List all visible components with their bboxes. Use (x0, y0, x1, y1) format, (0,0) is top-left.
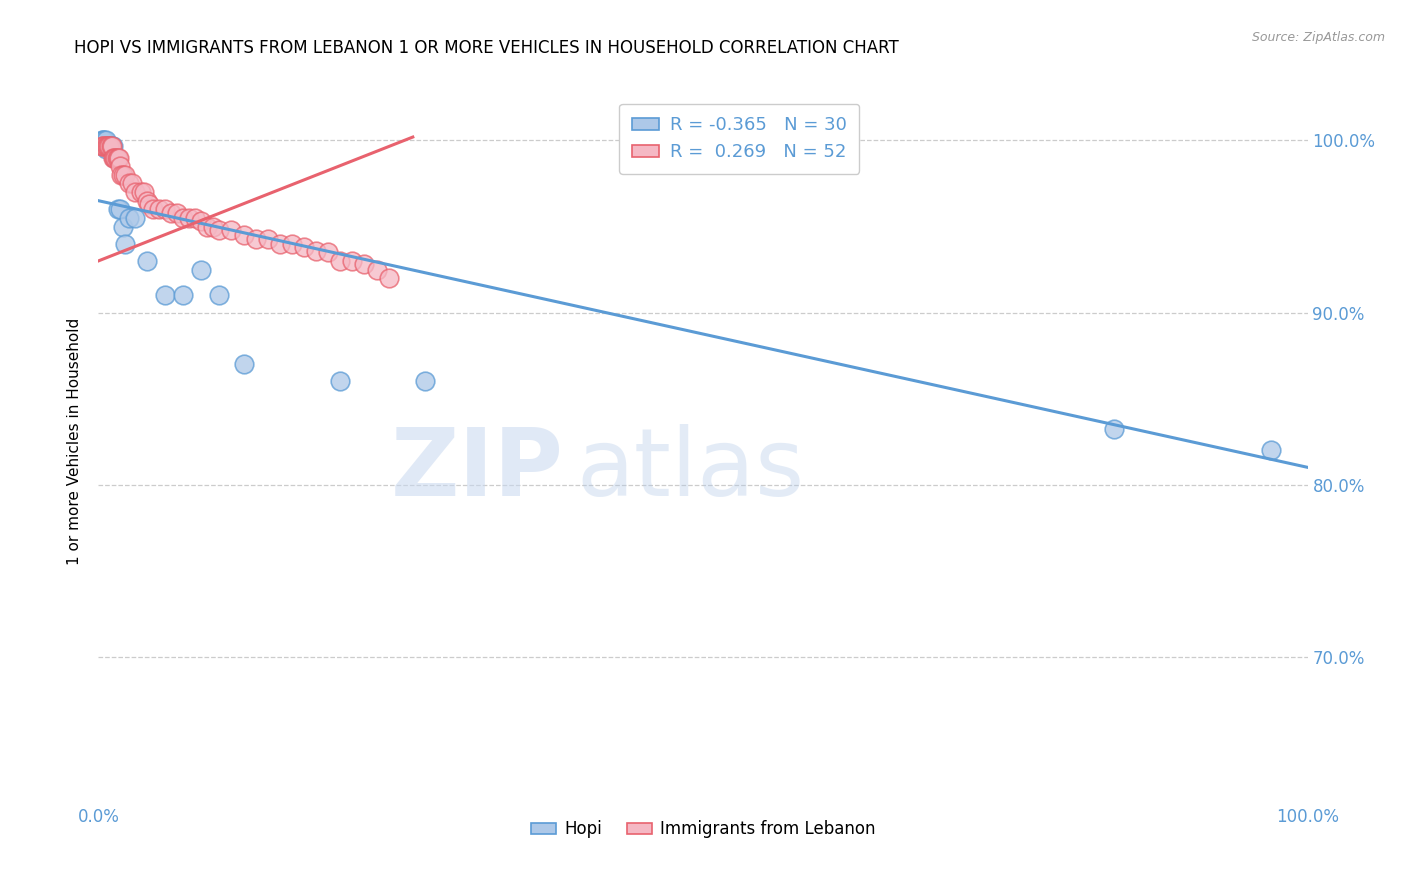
Point (208, 223, 231, 237)
Point (105, 151, 128, 165)
Point (232, 357, 254, 371)
Point (118, 177, 141, 191)
Point (91, 133, 114, 147)
Point (114, 236, 136, 251)
Point (202, 219, 225, 234)
Point (190, 214, 212, 228)
Point (135, 253, 157, 268)
Point (160, 206, 183, 220)
Point (153, 288, 176, 302)
Y-axis label: 1 or more Vehicles in Household: 1 or more Vehicles in Household (67, 318, 83, 566)
Point (91, 138, 114, 153)
Point (107, 151, 129, 165)
Point (208, 288, 231, 302)
Point (124, 185, 146, 199)
Point (245, 231, 267, 245)
Point (172, 288, 194, 302)
Text: atlas: atlas (576, 425, 804, 516)
Point (107, 202, 129, 217)
Point (93, 133, 115, 147)
Point (108, 151, 131, 165)
Point (366, 262, 388, 277)
Point (221, 223, 243, 237)
Legend: Hopi, Immigrants from Lebanon: Hopi, Immigrants from Lebanon (524, 814, 882, 845)
Point (94, 142, 117, 156)
Point (100, 138, 122, 153)
Point (97, 138, 120, 153)
Point (353, 257, 375, 271)
Point (1260, 443, 1282, 458)
Point (100, 138, 122, 153)
Point (103, 151, 125, 165)
Point (134, 185, 156, 199)
Point (342, 253, 364, 268)
Point (190, 262, 212, 277)
Text: Source: ZipAtlas.com: Source: ZipAtlas.com (1251, 31, 1385, 45)
Point (269, 236, 291, 251)
Point (111, 168, 134, 182)
Point (142, 202, 165, 217)
Point (91, 133, 114, 147)
Point (101, 138, 124, 153)
Point (100, 138, 122, 153)
Point (98, 138, 121, 153)
Point (96, 138, 118, 153)
Point (98, 138, 121, 153)
Point (135, 194, 157, 208)
Text: HOPI VS IMMIGRANTS FROM LEBANON 1 OR MORE VEHICLES IN HOUSEHOLD CORRELATION CHAR: HOPI VS IMMIGRANTS FROM LEBANON 1 OR MOR… (75, 38, 898, 56)
Point (129, 185, 152, 199)
Point (97, 138, 120, 153)
Point (153, 202, 176, 217)
Point (96, 138, 118, 153)
Point (100, 138, 122, 153)
Point (305, 244, 328, 258)
Point (104, 151, 127, 165)
Point (377, 271, 399, 285)
Point (166, 206, 188, 220)
Point (111, 219, 134, 234)
Point (329, 253, 352, 268)
Text: ZIP: ZIP (391, 425, 564, 516)
Point (329, 375, 352, 389)
Point (114, 168, 136, 182)
Point (108, 202, 131, 217)
Point (292, 240, 315, 254)
Point (91, 138, 114, 153)
Point (103, 151, 125, 165)
Point (138, 197, 160, 211)
Point (232, 228, 254, 243)
Point (837, 133, 859, 147)
Point (110, 168, 132, 182)
Point (1102, 423, 1125, 437)
Point (179, 211, 201, 225)
Point (118, 211, 141, 225)
Point (108, 159, 131, 173)
Point (184, 211, 207, 225)
Point (93, 138, 115, 153)
Point (101, 151, 124, 165)
Point (105, 151, 128, 165)
Point (413, 375, 436, 389)
Point (121, 177, 143, 191)
Point (94, 133, 117, 147)
Point (172, 211, 194, 225)
Point (316, 245, 339, 260)
Point (94, 138, 117, 153)
Point (124, 211, 146, 225)
Point (195, 219, 218, 234)
Point (281, 236, 304, 251)
Point (148, 202, 170, 217)
Point (256, 231, 278, 245)
